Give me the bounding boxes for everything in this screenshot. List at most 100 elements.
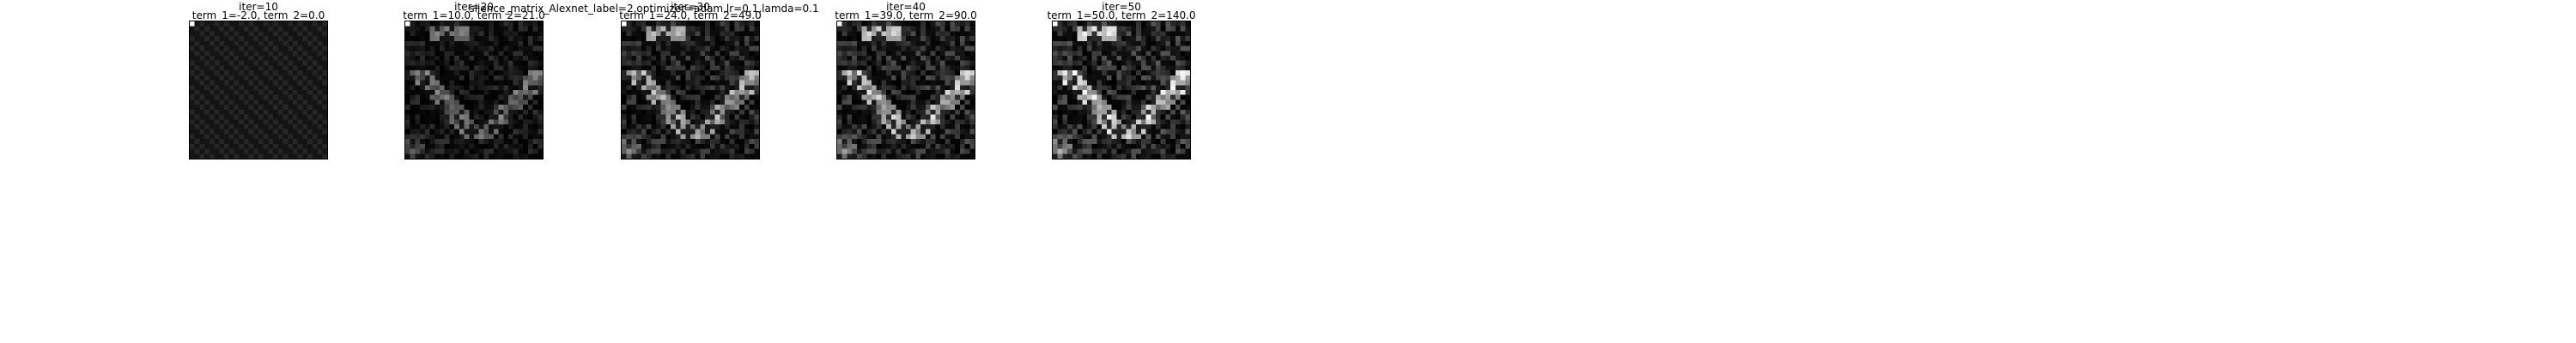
- heatmap-cell: [527, 31, 533, 37]
- heatmap-cell: [1165, 31, 1171, 37]
- heatmap-cell: [293, 51, 298, 56]
- heatmap-cell: [464, 90, 470, 95]
- heatmap-cell: [405, 31, 410, 37]
- heatmap-cell: [277, 90, 283, 95]
- heatmap-cell: [508, 60, 513, 66]
- heatmap-cell: [1116, 65, 1121, 71]
- heatmap-cell: [1170, 148, 1176, 154]
- heatmap-cell: [622, 65, 627, 71]
- heatmap-cell: [538, 119, 543, 124]
- heatmap-cell: [503, 114, 508, 120]
- heatmap-cell: [288, 143, 293, 149]
- heatmap-cell: [754, 80, 759, 86]
- heatmap-cell: [1165, 153, 1171, 159]
- heatmap-cell: [190, 45, 195, 51]
- heatmap-cell: [660, 119, 666, 124]
- heatmap-cell: [964, 85, 970, 90]
- heatmap-cell: [527, 109, 533, 115]
- heatmap-cell: [675, 148, 681, 154]
- heatmap-cell: [1106, 56, 1112, 61]
- heatmap-cell: [1053, 129, 1058, 135]
- heatmap-cell: [1121, 75, 1127, 81]
- heatmap-cell: [1140, 148, 1146, 154]
- heatmap-cell: [1062, 148, 1068, 154]
- heatmap-cell: [955, 134, 960, 140]
- heatmap-cell: [920, 40, 926, 46]
- heatmap-cell: [498, 99, 504, 105]
- heatmap-cell: [440, 26, 445, 32]
- heatmap-cell: [1156, 90, 1161, 95]
- heatmap-cell: [209, 60, 215, 66]
- heatmap-cell: [527, 45, 533, 51]
- heatmap-cell: [424, 143, 430, 149]
- heatmap-cell: [950, 153, 956, 159]
- heatmap-cell: [837, 124, 842, 129]
- heatmap-cell: [1072, 124, 1078, 129]
- heatmap-cell: [538, 85, 543, 90]
- heatmap-cell: [646, 148, 652, 154]
- heatmap-cell: [935, 80, 940, 86]
- heatmap-cell: [513, 90, 519, 95]
- heatmap-cell: [646, 153, 652, 159]
- heatmap-cell: [901, 109, 906, 115]
- heatmap-cell: [940, 134, 945, 140]
- heatmap-cell: [1057, 90, 1063, 95]
- heatmap-cell: [518, 139, 524, 144]
- heatmap-cell: [876, 143, 882, 149]
- heatmap-cell: [656, 90, 661, 95]
- heatmap-cell: [665, 114, 671, 120]
- heatmap-cell: [896, 143, 902, 149]
- heatmap-cell: [498, 153, 504, 159]
- heatmap-cell: [429, 70, 435, 75]
- heatmap-cell: [680, 80, 686, 86]
- heatmap-cell: [258, 26, 264, 32]
- heatmap-cell: [469, 114, 474, 120]
- heatmap-cell: [474, 65, 479, 71]
- heatmap-cell: [705, 26, 710, 32]
- heatmap-cell: [705, 51, 710, 56]
- heatmap-cell: [234, 21, 240, 27]
- heatmap-cell: [424, 134, 430, 140]
- heatmap-cell: [890, 148, 896, 154]
- heatmap-cell: [204, 85, 210, 90]
- heatmap-cell: [720, 80, 725, 86]
- heatmap-cell: [1067, 45, 1072, 51]
- heatmap-cell: [283, 143, 289, 149]
- heatmap-cell: [1170, 119, 1176, 124]
- heatmap-cell: [690, 99, 696, 105]
- heatmap-cell: [734, 94, 740, 100]
- heatmap-cell: [194, 56, 200, 61]
- heatmap-cell: [228, 90, 234, 95]
- heatmap-cell: [660, 124, 666, 129]
- heatmap-cell: [248, 143, 254, 149]
- heatmap-cell: [263, 90, 269, 95]
- heatmap-cell: [258, 75, 264, 81]
- heatmap-cell: [1156, 85, 1161, 90]
- heatmap-cell: [915, 85, 921, 90]
- heatmap-cell: [651, 90, 656, 95]
- heatmap-cell: [861, 124, 867, 129]
- heatmap-cell: [856, 31, 862, 37]
- heatmap-cell: [631, 124, 637, 129]
- heatmap-cell: [1072, 148, 1078, 154]
- heatmap-cell: [1067, 80, 1072, 86]
- heatmap-cell: [861, 70, 867, 75]
- heatmap-cell: [1091, 153, 1097, 159]
- heatmap-cell: [1067, 129, 1072, 135]
- heatmap-cell: [513, 148, 519, 154]
- heatmap-cell: [714, 31, 720, 37]
- heatmap-cell: [734, 85, 740, 90]
- heatmap-cell: [440, 85, 445, 90]
- heatmap-cell: [420, 148, 425, 154]
- heatmap-cell: [935, 143, 940, 149]
- heatmap-cell: [478, 21, 484, 27]
- heatmap-cell: [1136, 119, 1141, 124]
- heatmap-cell: [410, 51, 416, 56]
- heatmap-cell: [1156, 36, 1161, 41]
- heatmap-cell: [190, 36, 195, 41]
- heatmap-cell: [214, 134, 220, 140]
- heatmap-cell: [925, 60, 931, 66]
- heatmap-cell: [474, 94, 479, 100]
- heatmap-cell: [1175, 36, 1181, 41]
- heatmap-cell: [729, 75, 735, 81]
